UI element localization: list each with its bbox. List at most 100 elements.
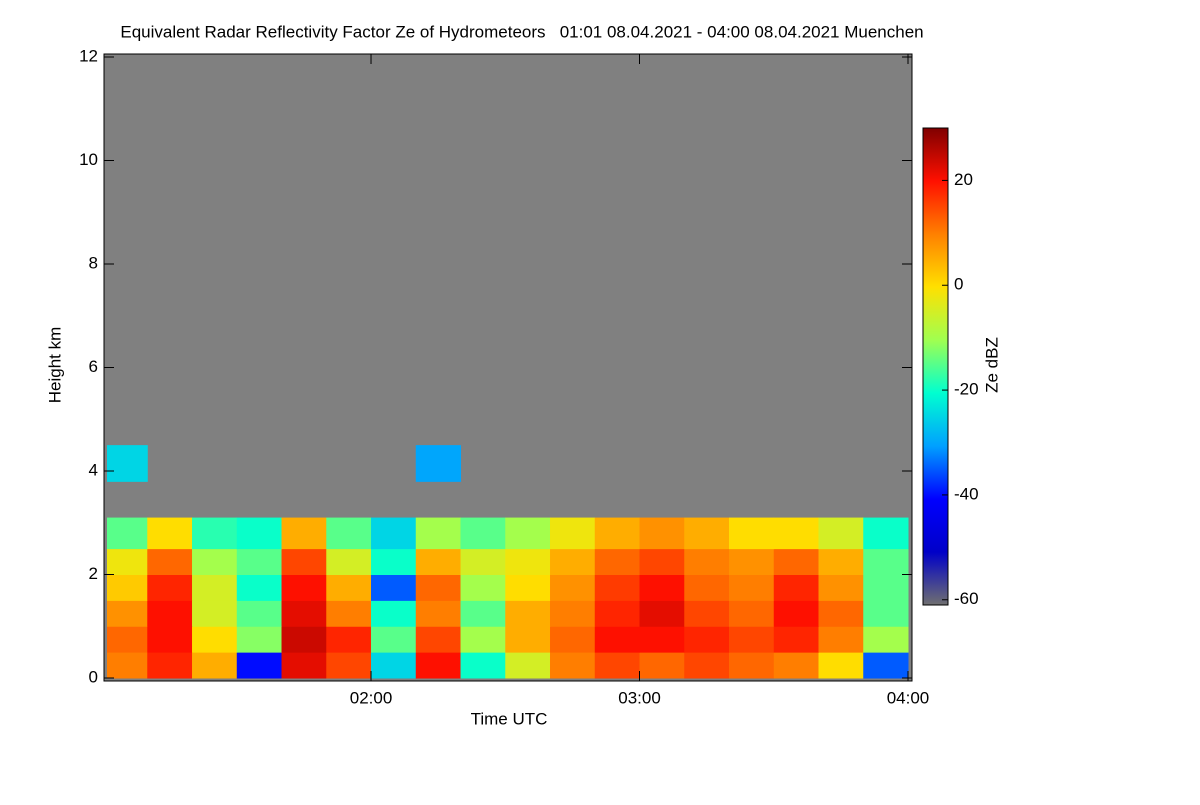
heatmap-cell: [371, 626, 417, 653]
heatmap-cell: [505, 517, 551, 550]
heatmap-cell: [729, 548, 775, 575]
heatmap-cell: [863, 652, 909, 679]
heatmap-cell: [192, 517, 238, 550]
heatmap-cell: [192, 600, 238, 627]
heatmap-cell: [684, 574, 730, 601]
heatmap-cell: [729, 517, 775, 550]
heatmap-cell: [594, 652, 641, 679]
heatmap-cell: [371, 652, 417, 679]
heatmap-cell: [729, 652, 775, 679]
heatmap-cell: [107, 445, 148, 482]
heatmap-cell: [107, 652, 148, 679]
x-tick-label: 02:00: [350, 688, 393, 707]
heatmap-cell: [192, 548, 238, 575]
heatmap-cell: [192, 626, 238, 653]
colorbar-tick-label: -40: [954, 484, 979, 503]
heatmap-cell: [107, 574, 148, 601]
colorbar: [922, 127, 949, 606]
heatmap-cell: [729, 574, 775, 601]
heatmap-cell: [594, 600, 641, 627]
heatmap-cell: [729, 626, 775, 653]
heatmap-cell: [773, 626, 820, 653]
heatmap-cell: [505, 574, 551, 601]
colorbar-tick-label: 20: [954, 170, 973, 189]
heatmap-cell: [684, 600, 730, 627]
heatmap-cell: [281, 517, 327, 550]
chart-title: Equivalent Radar Reflectivity Factor Ze …: [120, 22, 923, 41]
y-tick-label: 8: [89, 253, 98, 272]
x-tick-label: 04:00: [887, 688, 930, 707]
heatmap-cell: [281, 626, 327, 653]
x-tick-label: 03:00: [618, 688, 661, 707]
heatmap-cell: [107, 600, 148, 627]
heatmap-cell: [147, 652, 193, 679]
heatmap-cell: [550, 574, 596, 601]
heatmap-cell: [281, 548, 327, 575]
heatmap-cell: [107, 626, 148, 653]
heatmap-cell: [460, 600, 506, 627]
heatmap-cell: [147, 626, 193, 653]
heatmap-cell: [326, 517, 372, 550]
y-tick-label: 0: [89, 667, 98, 686]
heatmap-cell: [192, 652, 238, 679]
heatmap-cell: [236, 548, 283, 575]
heatmap-cell: [684, 652, 730, 679]
heatmap-cell: [415, 517, 462, 550]
heatmap-cell: [684, 548, 730, 575]
heatmap-cell: [684, 626, 730, 653]
heatmap-cell: [594, 517, 641, 550]
heatmap-cell: [147, 517, 193, 550]
heatmap-cell: [684, 517, 730, 550]
heatmap-cell: [415, 652, 462, 679]
heatmap-cell: [773, 574, 820, 601]
heatmap-cell: [639, 652, 685, 679]
y-tick-label: 10: [79, 150, 98, 169]
y-tick-label: 4: [89, 460, 98, 479]
heatmap-cell: [594, 548, 641, 575]
heatmap-cell: [371, 574, 417, 601]
heatmap-cell: [818, 517, 864, 550]
colorbar-tick-label: -20: [954, 380, 979, 399]
heatmap-cell: [415, 445, 462, 482]
heatmap-cell: [863, 626, 909, 653]
heatmap-cell: [147, 574, 193, 601]
heatmap-cell: [550, 626, 596, 653]
heatmap-cell: [415, 548, 462, 575]
heatmap-cell: [460, 574, 506, 601]
heatmap-cell: [281, 574, 327, 601]
heatmap-cell: [594, 626, 641, 653]
heatmap-cell: [505, 600, 551, 627]
heatmap-cell: [371, 600, 417, 627]
heatmap-cell: [147, 600, 193, 627]
colorbar-tick-label: -60: [954, 589, 979, 608]
y-tick-label: 2: [89, 564, 98, 583]
heatmap-cell: [639, 517, 685, 550]
heatmap-cell: [192, 574, 238, 601]
heatmap-cell: [550, 517, 596, 550]
heatmap-cell: [326, 574, 372, 601]
heatmap-cell: [773, 548, 820, 575]
heatmap-cell: [550, 548, 596, 575]
heatmap-cell: [460, 517, 506, 550]
heatmap-cell: [326, 652, 372, 679]
heatmap-cell: [773, 652, 820, 679]
heatmap-cell: [818, 548, 864, 575]
heatmap-cell: [236, 652, 283, 679]
colorbar-tick-label: 0: [954, 275, 963, 294]
heatmap-cell: [415, 574, 462, 601]
heatmap-cell: [594, 574, 641, 601]
heatmap-cell: [415, 600, 462, 627]
heatmap-cell: [639, 600, 685, 627]
y-axis-label: Height km: [45, 327, 64, 404]
heatmap-cell: [863, 574, 909, 601]
heatmap-cell: [639, 626, 685, 653]
heatmap-cell: [107, 548, 148, 575]
y-tick-label: 6: [89, 357, 98, 376]
colorbar-label: Ze dBZ: [982, 337, 1001, 393]
heatmap-cell: [460, 626, 506, 653]
heatmap-cell: [818, 652, 864, 679]
heatmap-cell: [326, 626, 372, 653]
heatmap-cell: [505, 626, 551, 653]
